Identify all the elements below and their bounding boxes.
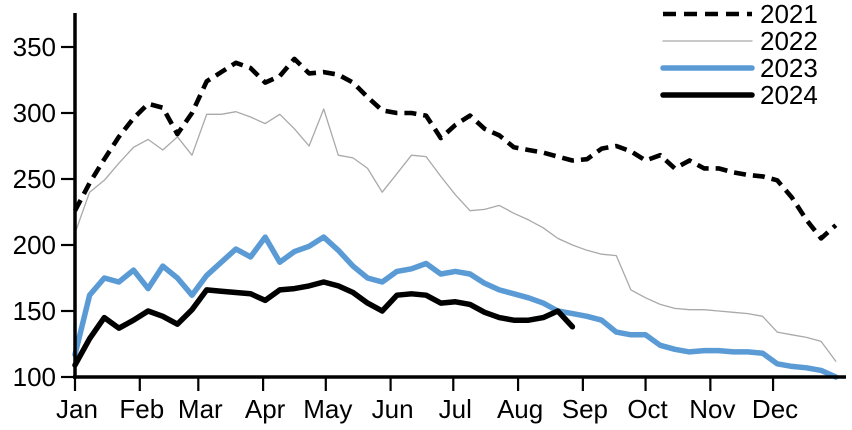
x-tick-label-Jun: Jun — [372, 394, 414, 424]
x-tick-label-Nov: Nov — [689, 394, 735, 424]
x-tick-label-Aug: Aug — [497, 394, 543, 424]
legend-label-2021: 2021 — [760, 0, 818, 29]
x-tick-label-May: May — [303, 394, 352, 424]
series-2022-line — [74, 108, 837, 362]
x-tick-label-Oct: Oct — [627, 394, 668, 424]
y-tick-label-200: 200 — [13, 230, 56, 260]
y-tick-label-150: 150 — [13, 296, 56, 326]
y-tick-label-250: 250 — [13, 164, 56, 194]
y-tick-label-300: 300 — [13, 98, 56, 128]
x-tick-label-Jan: Jan — [56, 394, 98, 424]
legend-label-2024: 2024 — [760, 80, 818, 110]
series-2023-line — [72, 234, 839, 380]
series-2024-line — [72, 279, 576, 368]
x-tick-label-Sep: Sep — [562, 394, 608, 424]
x-tick-label-Feb: Feb — [119, 394, 164, 424]
y-tick-label-350: 350 — [13, 32, 56, 62]
y-tick-label-100: 100 — [13, 362, 56, 392]
x-tick-label-Jul: Jul — [439, 394, 472, 424]
series-2021-line — [72, 56, 838, 241]
x-tick-label-Dec: Dec — [752, 394, 798, 424]
legend-label-2023: 2023 — [760, 53, 818, 83]
x-tick-label-Apr: Apr — [245, 394, 286, 424]
x-tick-label-Mar: Mar — [178, 394, 223, 424]
legend-label-2022: 2022 — [760, 26, 818, 56]
